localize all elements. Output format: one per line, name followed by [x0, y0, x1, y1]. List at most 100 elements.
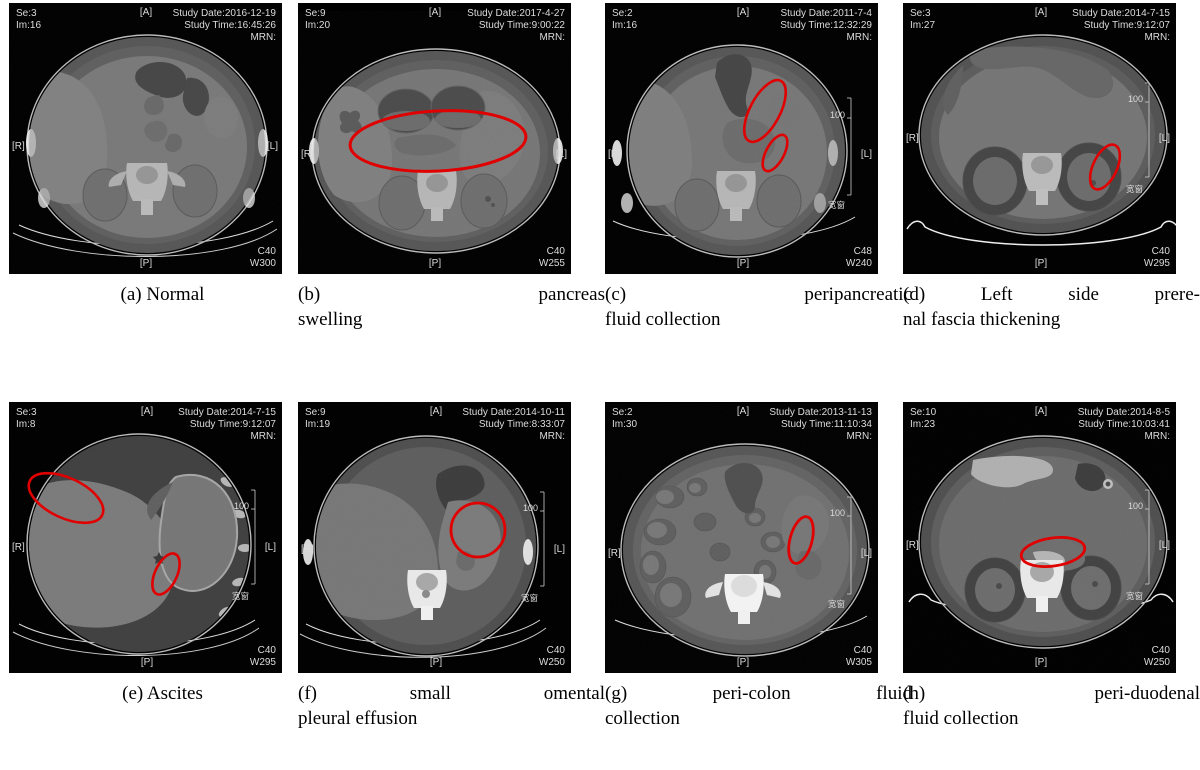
svg-text:宽窗: 宽窗: [828, 200, 845, 210]
svg-text:[A]: [A]: [430, 406, 442, 417]
svg-text:W295: W295: [250, 657, 277, 668]
svg-text:Se:2: Se:2: [612, 407, 633, 418]
svg-text:[R]: [R]: [906, 540, 919, 551]
svg-text:Se:3: Se:3: [16, 407, 37, 418]
svg-text:Study Date:2014-7-15: Study Date:2014-7-15: [178, 407, 276, 418]
svg-text:宽窗: 宽窗: [1126, 184, 1143, 194]
svg-text:[A]: [A]: [429, 7, 441, 18]
svg-text:Im:27: Im:27: [910, 20, 935, 31]
svg-text:Se:2: Se:2: [612, 8, 633, 19]
svg-text:W250: W250: [539, 657, 566, 668]
svg-text:[L]: [L]: [556, 149, 567, 160]
svg-text:Study Time:16:45:26: Study Time:16:45:26: [184, 20, 276, 31]
svg-text:[R]: [R]: [301, 544, 314, 555]
svg-text:[L]: [L]: [861, 548, 872, 559]
svg-text:Study Time:11:10:34: Study Time:11:10:34: [781, 419, 872, 430]
svg-text:[L]: [L]: [554, 544, 565, 555]
svg-text:[A]: [A]: [140, 7, 152, 18]
svg-text:Se:9: Se:9: [305, 407, 326, 418]
svg-text:[R]: [R]: [12, 141, 25, 152]
svg-text:[A]: [A]: [141, 406, 153, 417]
svg-text:C40: C40: [547, 246, 566, 257]
svg-text:MRN:: MRN:: [846, 32, 872, 43]
svg-text:W255: W255: [539, 258, 566, 269]
svg-text:MRN:: MRN:: [250, 32, 276, 43]
svg-text:W240: W240: [846, 258, 873, 269]
svg-text:[P]: [P]: [1035, 258, 1047, 269]
svg-text:MRN:: MRN:: [250, 431, 276, 442]
svg-text:[R]: [R]: [608, 149, 621, 160]
svg-text:100: 100: [1128, 501, 1143, 511]
svg-text:[R]: [R]: [12, 542, 25, 553]
svg-text:[P]: [P]: [737, 258, 749, 269]
svg-text:Study Date:2017-4-27: Study Date:2017-4-27: [467, 8, 565, 19]
svg-text:[L]: [L]: [265, 542, 276, 553]
svg-text:MRN:: MRN:: [1144, 431, 1170, 442]
svg-text:[R]: [R]: [301, 149, 314, 160]
svg-text:W305: W305: [846, 657, 873, 668]
svg-text:Study Date:2014-10-11: Study Date:2014-10-11: [462, 407, 565, 418]
svg-text:[P]: [P]: [737, 657, 749, 668]
svg-text:[P]: [P]: [1035, 657, 1047, 668]
svg-text:C40: C40: [258, 246, 277, 257]
svg-text:Im:8: Im:8: [16, 419, 36, 430]
svg-text:C40: C40: [1152, 246, 1171, 257]
svg-text:[P]: [P]: [141, 657, 153, 668]
svg-text:Study Time:9:12:07: Study Time:9:12:07: [190, 419, 277, 430]
svg-text:MRN:: MRN:: [846, 431, 872, 442]
svg-text:Im:20: Im:20: [305, 20, 330, 31]
svg-text:MRN:: MRN:: [539, 32, 565, 43]
svg-text:Study Time:12:32:29: Study Time:12:32:29: [780, 20, 872, 31]
svg-text:[L]: [L]: [1159, 540, 1170, 551]
svg-text:C40: C40: [854, 645, 873, 656]
svg-text:100: 100: [1128, 94, 1143, 104]
svg-text:宽窗: 宽窗: [521, 593, 538, 603]
svg-text:Im:23: Im:23: [910, 419, 935, 430]
svg-text:C40: C40: [1152, 645, 1171, 656]
svg-text:[P]: [P]: [429, 258, 441, 269]
svg-text:Study Date:2016-12-19: Study Date:2016-12-19: [173, 8, 277, 19]
svg-text:宽窗: 宽窗: [828, 599, 845, 609]
svg-text:Im:30: Im:30: [612, 419, 637, 430]
svg-text:[A]: [A]: [1035, 406, 1047, 417]
svg-text:Study Date:2014-7-15: Study Date:2014-7-15: [1072, 8, 1170, 19]
svg-text:W300: W300: [250, 258, 277, 269]
svg-text:100: 100: [830, 508, 845, 518]
svg-text:宽窗: 宽窗: [1126, 591, 1143, 601]
svg-text:Study Time:9:00:22: Study Time:9:00:22: [479, 20, 566, 31]
svg-text:W295: W295: [1144, 258, 1171, 269]
svg-text:Study Time:10:03:41: Study Time:10:03:41: [1078, 419, 1170, 430]
svg-text:Se:3: Se:3: [16, 8, 37, 19]
svg-text:[A]: [A]: [737, 406, 749, 417]
svg-text:[A]: [A]: [1035, 7, 1047, 18]
svg-text:Study Date:2014-8-5: Study Date:2014-8-5: [1078, 407, 1171, 418]
svg-text:C48: C48: [854, 246, 873, 257]
svg-text:100: 100: [234, 501, 249, 511]
svg-text:Im:19: Im:19: [305, 419, 330, 430]
svg-text:100: 100: [523, 503, 538, 513]
svg-text:C40: C40: [258, 645, 277, 656]
svg-text:[R]: [R]: [906, 133, 919, 144]
svg-text:C40: C40: [547, 645, 566, 656]
svg-text:[P]: [P]: [430, 657, 442, 668]
svg-text:Se:10: Se:10: [910, 407, 937, 418]
svg-text:宽窗: 宽窗: [232, 591, 249, 601]
svg-text:Se:3: Se:3: [910, 8, 931, 19]
svg-text:Study Time:9:12:07: Study Time:9:12:07: [1084, 20, 1171, 31]
svg-text:Im:16: Im:16: [612, 20, 637, 31]
svg-text:W250: W250: [1144, 657, 1171, 668]
svg-text:[L]: [L]: [861, 149, 872, 160]
svg-text:[P]: [P]: [140, 258, 152, 269]
svg-text:[L]: [L]: [1159, 133, 1170, 144]
svg-text:Study Date:2011-7-4: Study Date:2011-7-4: [780, 8, 872, 19]
svg-text:Study Date:2013-11-13: Study Date:2013-11-13: [769, 407, 872, 418]
svg-text:MRN:: MRN:: [1144, 32, 1170, 43]
svg-text:[L]: [L]: [267, 141, 278, 152]
svg-text:Study Time:8:33:07: Study Time:8:33:07: [479, 419, 566, 430]
svg-text:Im:16: Im:16: [16, 20, 41, 31]
svg-text:100: 100: [830, 110, 845, 120]
svg-text:Se:9: Se:9: [305, 8, 326, 19]
svg-text:[A]: [A]: [737, 7, 749, 18]
svg-text:MRN:: MRN:: [539, 431, 565, 442]
svg-text:[R]: [R]: [608, 548, 621, 559]
